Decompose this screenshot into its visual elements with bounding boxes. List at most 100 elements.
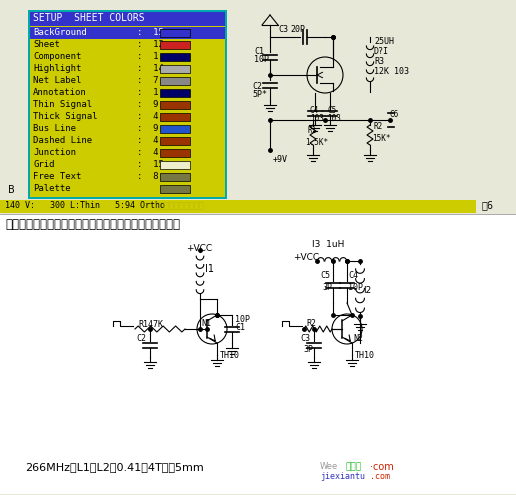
Text: 10P: 10P bbox=[254, 55, 269, 64]
Text: C6: C6 bbox=[389, 110, 398, 119]
Text: :  1: : 1 bbox=[137, 52, 158, 61]
Bar bbox=[30, 135, 225, 147]
Text: Wee: Wee bbox=[320, 462, 338, 471]
Text: C2: C2 bbox=[136, 334, 146, 343]
Text: R3: R3 bbox=[374, 57, 384, 66]
Text: ·com: ·com bbox=[370, 462, 394, 472]
Text: BackGround: BackGround bbox=[33, 28, 87, 37]
Text: Thin Signal: Thin Signal bbox=[33, 100, 92, 109]
Text: SETUP  SHEET COLORS: SETUP SHEET COLORS bbox=[33, 13, 144, 23]
Bar bbox=[0, 214, 516, 494]
Text: :  4: : 4 bbox=[137, 148, 158, 157]
Text: I1: I1 bbox=[205, 264, 214, 274]
Text: +VCC: +VCC bbox=[186, 244, 212, 253]
Text: :  15: : 15 bbox=[137, 28, 164, 37]
Text: :  4: : 4 bbox=[137, 136, 158, 145]
Text: Free Text: Free Text bbox=[33, 172, 82, 181]
Bar bbox=[30, 183, 225, 195]
Text: 20P: 20P bbox=[290, 25, 305, 34]
Text: 25UH: 25UH bbox=[374, 37, 394, 46]
Bar bbox=[28, 10, 227, 199]
Bar bbox=[30, 27, 225, 39]
Text: Thick Signal: Thick Signal bbox=[33, 112, 98, 121]
Bar bbox=[160, 161, 190, 169]
Text: Junction: Junction bbox=[33, 148, 76, 157]
Bar bbox=[30, 63, 225, 75]
Text: Sheet: Sheet bbox=[33, 40, 60, 49]
Bar bbox=[30, 87, 225, 99]
Text: C1: C1 bbox=[254, 47, 264, 56]
Bar bbox=[30, 12, 225, 197]
Text: Annotation: Annotation bbox=[33, 88, 87, 97]
Bar bbox=[160, 137, 190, 145]
Text: R2: R2 bbox=[306, 319, 316, 328]
Bar bbox=[30, 39, 225, 51]
Text: +VCC: +VCC bbox=[293, 253, 319, 262]
Text: :  9: : 9 bbox=[137, 124, 158, 133]
Text: 140 V:   300 L:Thin   5:94 Ortho: 140 V: 300 L:Thin 5:94 Ortho bbox=[5, 201, 165, 210]
Text: Grid: Grid bbox=[33, 160, 55, 169]
Text: C1: C1 bbox=[235, 323, 245, 332]
Text: I2: I2 bbox=[363, 286, 371, 295]
Bar bbox=[160, 173, 190, 181]
Text: 103: 103 bbox=[310, 114, 324, 123]
Text: 10P: 10P bbox=[235, 315, 250, 324]
Bar bbox=[30, 171, 225, 183]
Bar bbox=[160, 29, 190, 37]
Bar bbox=[30, 12, 225, 26]
Text: 3P: 3P bbox=[322, 283, 332, 292]
Bar bbox=[160, 185, 190, 193]
Text: 1.5K*: 1.5K* bbox=[305, 138, 328, 147]
Bar bbox=[30, 123, 225, 135]
Bar bbox=[30, 99, 225, 111]
Text: :  1: : 1 bbox=[137, 88, 158, 97]
Text: C4: C4 bbox=[310, 106, 319, 115]
Text: C5: C5 bbox=[327, 106, 336, 115]
Text: 266MHz时L1或L2用0.41线4T内径5mm: 266MHz时L1或L2用0.41线4T内径5mm bbox=[25, 462, 204, 472]
Text: .com: .com bbox=[370, 472, 390, 481]
Bar bbox=[160, 77, 190, 85]
Bar bbox=[160, 149, 190, 157]
Text: Component: Component bbox=[33, 52, 82, 61]
Text: 103: 103 bbox=[327, 114, 341, 123]
Text: +9V: +9V bbox=[273, 155, 288, 164]
Text: :  7: : 7 bbox=[137, 76, 158, 85]
Text: :  12: : 12 bbox=[137, 40, 164, 49]
Bar bbox=[30, 147, 225, 159]
Text: TH10: TH10 bbox=[220, 351, 240, 360]
Text: :  14: : 14 bbox=[137, 64, 164, 73]
Text: Net Label: Net Label bbox=[33, 76, 82, 85]
Text: :  4: : 4 bbox=[137, 112, 158, 121]
Text: 12K 103: 12K 103 bbox=[374, 67, 409, 76]
Bar bbox=[160, 113, 190, 121]
Text: 使用场效应管的超再生式接收电路，成品有很高的性能。: 使用场效应管的超再生式接收电路，成品有很高的性能。 bbox=[5, 218, 180, 231]
Text: Bus Line: Bus Line bbox=[33, 124, 76, 133]
Text: R2: R2 bbox=[374, 122, 383, 131]
Text: Palette: Palette bbox=[33, 184, 71, 193]
Text: C2: C2 bbox=[252, 82, 262, 91]
Bar bbox=[30, 51, 225, 63]
Text: D?I: D?I bbox=[374, 47, 389, 56]
Text: C3: C3 bbox=[278, 25, 288, 34]
Bar bbox=[160, 101, 190, 109]
Text: 15K*: 15K* bbox=[372, 134, 391, 143]
Text: TH10: TH10 bbox=[355, 351, 375, 360]
Text: Dashed Line: Dashed Line bbox=[33, 136, 92, 145]
Text: jiexiantu: jiexiantu bbox=[320, 472, 365, 481]
Bar bbox=[0, 200, 476, 213]
Bar bbox=[160, 41, 190, 49]
Text: 5P*: 5P* bbox=[252, 90, 267, 99]
Text: :  9: : 9 bbox=[137, 100, 158, 109]
Bar bbox=[30, 159, 225, 171]
Text: R1: R1 bbox=[308, 126, 317, 135]
Text: Highlight: Highlight bbox=[33, 64, 82, 73]
Bar bbox=[0, 0, 516, 215]
Text: R147K: R147K bbox=[138, 320, 163, 329]
Text: C4: C4 bbox=[348, 271, 358, 280]
Bar bbox=[160, 89, 190, 97]
Bar bbox=[160, 125, 190, 133]
Text: I3  1uH: I3 1uH bbox=[312, 240, 344, 249]
Bar bbox=[160, 65, 190, 73]
Text: C3: C3 bbox=[300, 334, 310, 343]
Bar bbox=[160, 53, 190, 61]
